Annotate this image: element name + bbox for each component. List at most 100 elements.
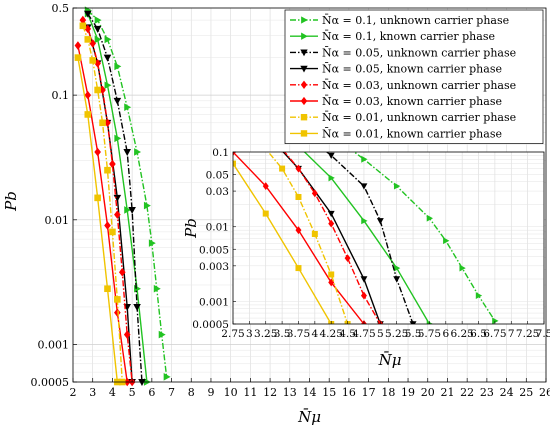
inset-series-point-7 xyxy=(262,210,269,217)
series-line-2 xyxy=(87,13,143,383)
x-tick-label: 7 xyxy=(168,386,175,399)
legend-marker-4 xyxy=(300,80,308,89)
legend-marker-6 xyxy=(300,114,308,121)
series-line-6 xyxy=(82,25,123,383)
x-tick-label: 26 xyxy=(539,386,550,399)
inset-x-tick-label: 3.25 xyxy=(254,328,277,340)
inset-series-point-5 xyxy=(328,278,335,287)
legend-marker-3 xyxy=(300,65,308,73)
inset-series-point-6 xyxy=(279,165,286,172)
inset-x-tick-label: 4 xyxy=(311,328,318,340)
series-point-4 xyxy=(109,159,116,169)
x-tick-label: 20 xyxy=(421,386,435,399)
series-point-2 xyxy=(133,303,141,311)
inset-series-point-1 xyxy=(426,320,434,324)
inset-series-point-2 xyxy=(393,276,401,283)
series-point-4 xyxy=(114,210,121,219)
series-point-7 xyxy=(104,285,111,293)
inset-x-tick-label: 6 xyxy=(442,328,449,340)
x-tick-label: 15 xyxy=(322,386,336,399)
series-point-1 xyxy=(114,134,122,143)
series-point-4 xyxy=(123,330,131,339)
series-point-4 xyxy=(118,267,126,277)
series-point-6 xyxy=(114,296,121,303)
inset-x-tick-label: 2.75 xyxy=(221,328,244,340)
inset-series-point-4 xyxy=(263,129,269,137)
series-point-1 xyxy=(104,81,112,90)
inset-series-point-1 xyxy=(263,115,269,122)
series-point-5 xyxy=(104,221,111,230)
series-point-1 xyxy=(124,206,132,214)
inset-x-axis-title: N̄μ xyxy=(378,351,402,369)
legend-box xyxy=(284,9,544,144)
inset-series-point-0 xyxy=(426,214,434,222)
series-point-6 xyxy=(89,57,97,64)
series-point-7 xyxy=(94,194,101,202)
inset-series-line-2 xyxy=(325,152,414,324)
main-axes: 2 3 4 5 6 7 8 9 10 11 12 13 14 15 16 17 18 19 20 21 22 23 24 25… xyxy=(2,2,550,426)
legend: N̄α = 0.1, unknown carrier phase N̄α = 0.… xyxy=(284,9,544,144)
inset-series-point-2 xyxy=(327,152,335,160)
series-point-5 xyxy=(84,90,92,100)
inset-x-tick-label: 3 xyxy=(246,328,253,340)
series-point-6 xyxy=(84,36,92,43)
legend-label-3: N̄α = 0.05, known carrier phase xyxy=(322,63,502,76)
series-point-2 xyxy=(113,97,122,105)
inset-series-point-2 xyxy=(262,110,269,116)
inset-series-point-3 xyxy=(327,210,335,218)
series-point-6 xyxy=(79,22,87,30)
series-point-2 xyxy=(128,206,136,214)
inset-series-point-0 xyxy=(361,155,368,163)
series-point-6 xyxy=(94,86,101,94)
inset-x-tick-label: 4.75 xyxy=(352,328,375,340)
inset-series-point-0 xyxy=(492,317,499,324)
inset-series-point-6 xyxy=(214,107,220,113)
series-point-2 xyxy=(103,54,112,62)
main-series xyxy=(74,6,171,387)
inset-y-axis-title: Pb xyxy=(182,218,200,239)
legend-marker-2 xyxy=(300,49,308,57)
inset-series-point-3 xyxy=(360,276,368,283)
inset-series-point-7 xyxy=(233,160,236,167)
inset-background xyxy=(233,152,544,324)
x-tick-label: 8 xyxy=(188,386,195,399)
x-tick-label: 19 xyxy=(401,386,415,399)
inset-x-tick-label: 6.75 xyxy=(483,328,506,340)
inset-frame xyxy=(232,151,545,325)
inset-series-point-0 xyxy=(443,237,450,245)
series-point-2 xyxy=(93,25,102,33)
y-tick-label: 0.001 xyxy=(38,338,70,351)
inset-series-point-3 xyxy=(262,130,269,136)
legend-label-5: N̄α = 0.03, known carrier phase xyxy=(322,95,502,108)
inset-x-tick-label: 3.75 xyxy=(287,328,310,340)
series-point-2 xyxy=(83,10,92,18)
inset-y-tick-label: 0.001 xyxy=(199,296,229,308)
inset-series-point-0 xyxy=(393,182,401,190)
x-tick-label: 3 xyxy=(89,386,96,399)
inset-series-point-1 xyxy=(393,264,401,272)
series-point-0 xyxy=(158,330,166,339)
x-axis-title: N̄μ xyxy=(297,408,321,426)
series-line-4 xyxy=(82,19,133,383)
inset-series-point-4 xyxy=(328,219,335,228)
inset-x-tick-label: 5.25 xyxy=(385,328,408,340)
series-point-0 xyxy=(124,103,132,112)
series-point-0 xyxy=(153,284,161,293)
inset-x-tick-label: 6.25 xyxy=(450,328,473,340)
inset-series-point-7 xyxy=(197,126,203,132)
series-point-6 xyxy=(109,228,116,236)
y-tick-label: 0.5 xyxy=(52,2,70,15)
x-tick-label: 21 xyxy=(440,386,454,399)
legend-marker-5 xyxy=(300,96,308,106)
inset-series-point-2 xyxy=(376,218,384,225)
inset-series-point-1 xyxy=(328,174,335,182)
series-point-4 xyxy=(79,15,87,25)
inset-y-tick-label: 0.003 xyxy=(199,261,229,273)
series-point-0 xyxy=(134,148,142,156)
x-tick-label: 14 xyxy=(303,386,317,399)
x-tick-label: 16 xyxy=(342,386,356,399)
inset-y-tick-label: 0.005 xyxy=(199,244,229,256)
inset-series-point-5 xyxy=(197,118,203,126)
